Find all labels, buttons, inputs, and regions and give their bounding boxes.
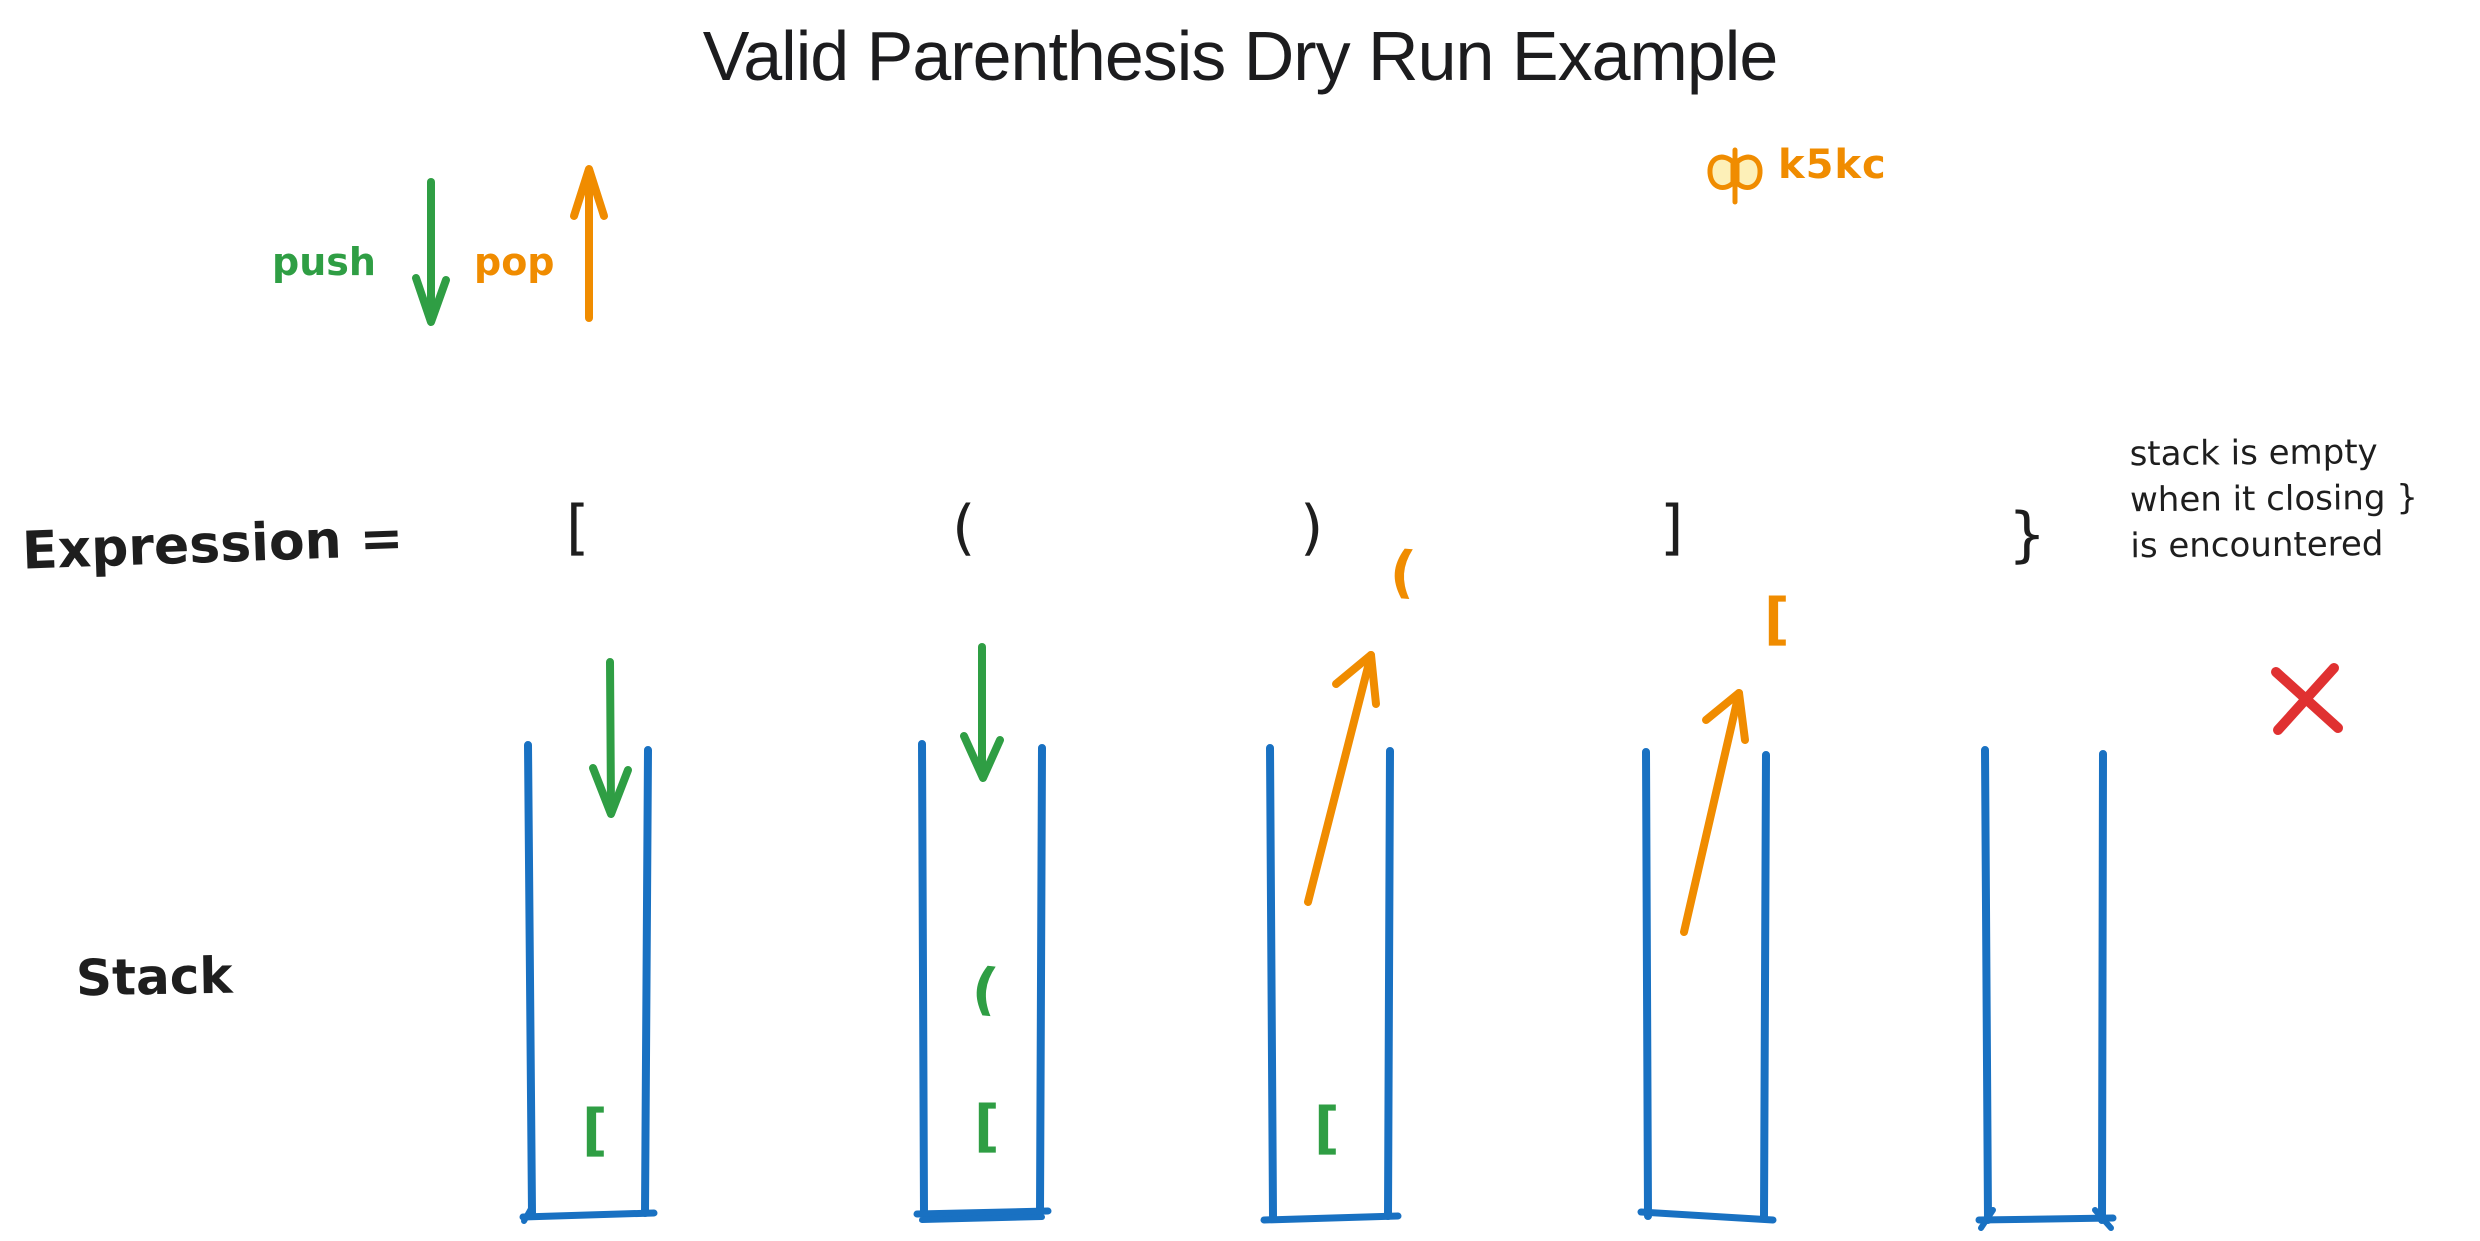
logo-text: k5kc <box>1778 142 1887 188</box>
stack-1-walls <box>519 741 658 1224</box>
push-arrow-stack-2 <box>960 643 1004 782</box>
stack-container-5 <box>1975 746 2117 1231</box>
pop-arrow-stack-4 <box>1680 689 1749 936</box>
pop-arrow-stack-4-stroke <box>1680 689 1749 936</box>
expression-token-4: ] <box>1660 493 1684 563</box>
x-mark-stroke <box>2271 663 2343 735</box>
stack-container-4 <box>1637 748 1777 1224</box>
popped-token-paren: ( <box>1387 539 1418 606</box>
bowtie-stroke <box>1707 147 1763 205</box>
push-legend-label: push <box>272 240 376 284</box>
stack-3-item-1: [ <box>1314 1096 1340 1161</box>
pop-legend-label: pop <box>474 240 555 284</box>
stack-section-label: Stack <box>75 946 234 1008</box>
pop-arrow-stack-3-stroke <box>1304 651 1380 906</box>
stack-1-item-1: [ <box>582 1098 608 1163</box>
stack-4-walls <box>1637 748 1777 1224</box>
expression-token-5: } <box>2008 500 2047 570</box>
popped-token-bracket: [ <box>1764 587 1790 652</box>
note-text: stack is empty when it closing } is enco… <box>2129 429 2418 570</box>
pop-arrow-stack-3 <box>1304 651 1380 906</box>
note-line-1: stack is empty <box>2129 432 2378 475</box>
expression-token-2: ( <box>952 493 976 563</box>
push-arrow-stack-1 <box>589 658 632 818</box>
expression-token-3: ) <box>1300 493 1324 563</box>
page-title: Valid Parenthesis Dry Run Example <box>702 17 1779 95</box>
stack-5-walls <box>1975 746 2117 1231</box>
push-arrow-stack-1-stroke <box>589 658 632 818</box>
pop-arrow-stroke <box>570 165 608 322</box>
stack-container-2 <box>913 740 1052 1223</box>
note-line-2: when it closing } <box>2129 477 2419 521</box>
stack-2-walls <box>913 740 1052 1223</box>
push-arrow-icon <box>412 178 450 326</box>
stack-container-3 <box>1260 744 1402 1224</box>
pop-arrow-icon <box>570 165 608 322</box>
stack-3-walls <box>1260 744 1402 1224</box>
expression-label: Expression = <box>21 508 405 582</box>
expression-token-1: [ <box>566 493 590 563</box>
stack-2-item-1: [ <box>974 1094 1000 1159</box>
push-arrow-stroke <box>412 178 450 326</box>
bowtie-logo-icon <box>1707 147 1763 205</box>
push-arrow-stack-2-stroke <box>960 643 1004 782</box>
x-mark-icon <box>2271 663 2343 735</box>
stack-container-1 <box>519 741 658 1224</box>
note-line-3: is encountered <box>2130 524 2384 567</box>
